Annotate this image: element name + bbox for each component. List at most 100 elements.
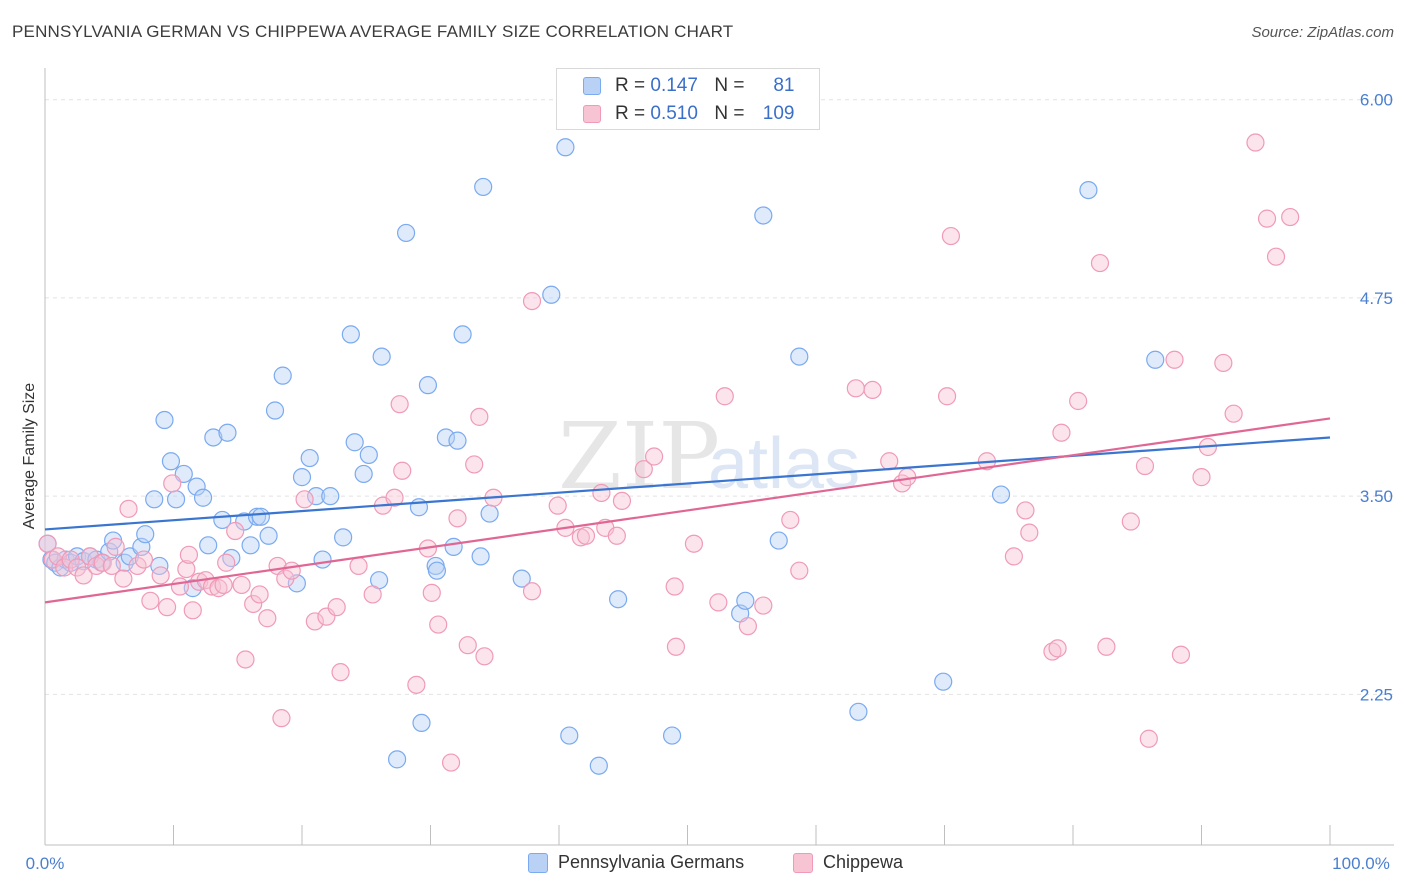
data-point: [199, 536, 218, 555]
data-point: [150, 556, 169, 576]
y-tick-label: 3.50: [1360, 487, 1393, 506]
data-point: [251, 507, 270, 526]
data-point: [441, 753, 461, 772]
data-point: [427, 561, 447, 580]
stats-row-chippewa: R = 0.510 N = 109: [583, 101, 795, 127]
data-point: [385, 488, 404, 507]
data-point: [512, 569, 531, 588]
data-point: [1079, 181, 1098, 200]
data-point: [247, 507, 267, 526]
data-point: [1165, 350, 1184, 369]
n-value: 81: [773, 75, 795, 96]
data-point: [556, 138, 575, 157]
data-point: [145, 490, 164, 509]
r-value: 0.510: [650, 103, 698, 124]
data-point: [662, 726, 682, 745]
data-point: [349, 556, 368, 576]
data-point: [236, 650, 255, 669]
data-point: [250, 585, 269, 604]
y-axis-label: Average Family Size: [21, 383, 38, 530]
trend-line-1: [44, 417, 1331, 604]
trend-lines: [44, 417, 1331, 604]
data-point: [448, 509, 467, 528]
x-ticks: [44, 825, 1331, 845]
legend-item-chippewa: Chippewa: [793, 852, 903, 873]
data-point: [354, 464, 373, 484]
data-point: [265, 401, 285, 420]
data-point: [736, 591, 755, 610]
y-tick-label: 6.00: [1360, 91, 1393, 110]
data-point: [1266, 247, 1286, 266]
data-point: [846, 379, 865, 398]
data-point: [74, 566, 93, 585]
data-point: [282, 561, 301, 580]
data-point: [157, 598, 177, 617]
data-point: [204, 428, 223, 447]
data-point: [295, 490, 314, 509]
data-point: [106, 537, 125, 556]
data-point: [1043, 642, 1062, 661]
data-point: [715, 387, 734, 406]
data-point: [1135, 456, 1155, 476]
watermark-zip: ZIP: [558, 403, 720, 510]
data-point: [1016, 501, 1035, 520]
data-point: [937, 387, 957, 406]
data-point: [849, 702, 868, 721]
data-point: [161, 452, 181, 471]
data-point: [709, 593, 728, 612]
data-point: [1146, 350, 1165, 369]
data-point: [272, 709, 291, 728]
data-point: [1090, 253, 1110, 273]
data-point: [119, 499, 138, 518]
data-point: [589, 756, 608, 775]
data-point: [396, 223, 416, 243]
data-point: [1192, 468, 1211, 487]
stats-row-pennsylvania: R = 0.147 N = 81: [583, 73, 795, 99]
data-point: [412, 713, 431, 733]
data-point: [1281, 207, 1300, 227]
n-label: N =: [714, 103, 745, 124]
data-point: [941, 226, 961, 246]
data-point: [548, 496, 567, 515]
data-point: [209, 579, 228, 598]
data-point: [163, 474, 182, 493]
data-point: [542, 285, 561, 304]
data-point: [474, 177, 493, 197]
data-point: [644, 447, 664, 466]
data-point: [307, 487, 326, 506]
data-point: [273, 366, 292, 385]
data-point: [991, 485, 1011, 504]
data-point: [390, 395, 409, 414]
n-label: N =: [714, 75, 745, 96]
data-point: [429, 615, 448, 634]
data-point: [393, 461, 412, 480]
data-point: [607, 526, 626, 545]
data-point: [217, 553, 236, 572]
series-points-0: [38, 138, 1165, 775]
data-point: [738, 617, 757, 636]
data-point: [1224, 404, 1243, 423]
data-point: [475, 647, 494, 666]
data-point: [522, 292, 542, 311]
data-point: [436, 428, 456, 447]
data-point: [880, 452, 899, 471]
data-point: [177, 559, 196, 579]
data-point: [465, 455, 484, 474]
data-point: [359, 445, 378, 465]
r-label: R =: [615, 75, 646, 96]
data-point: [341, 325, 360, 344]
data-point: [136, 525, 155, 544]
data-point: [522, 582, 542, 601]
data-point: [114, 569, 133, 588]
trend-line-0: [44, 436, 1331, 531]
data-point: [444, 537, 463, 556]
data-point: [187, 477, 206, 496]
data-point: [331, 663, 350, 682]
data-point: [218, 423, 237, 442]
data-point: [134, 550, 154, 569]
data-point: [214, 575, 233, 595]
data-point: [372, 347, 391, 366]
legend-item-pennsylvania: Pennsylvania Germans: [528, 852, 744, 873]
watermark-atlas: atlas: [708, 424, 860, 504]
